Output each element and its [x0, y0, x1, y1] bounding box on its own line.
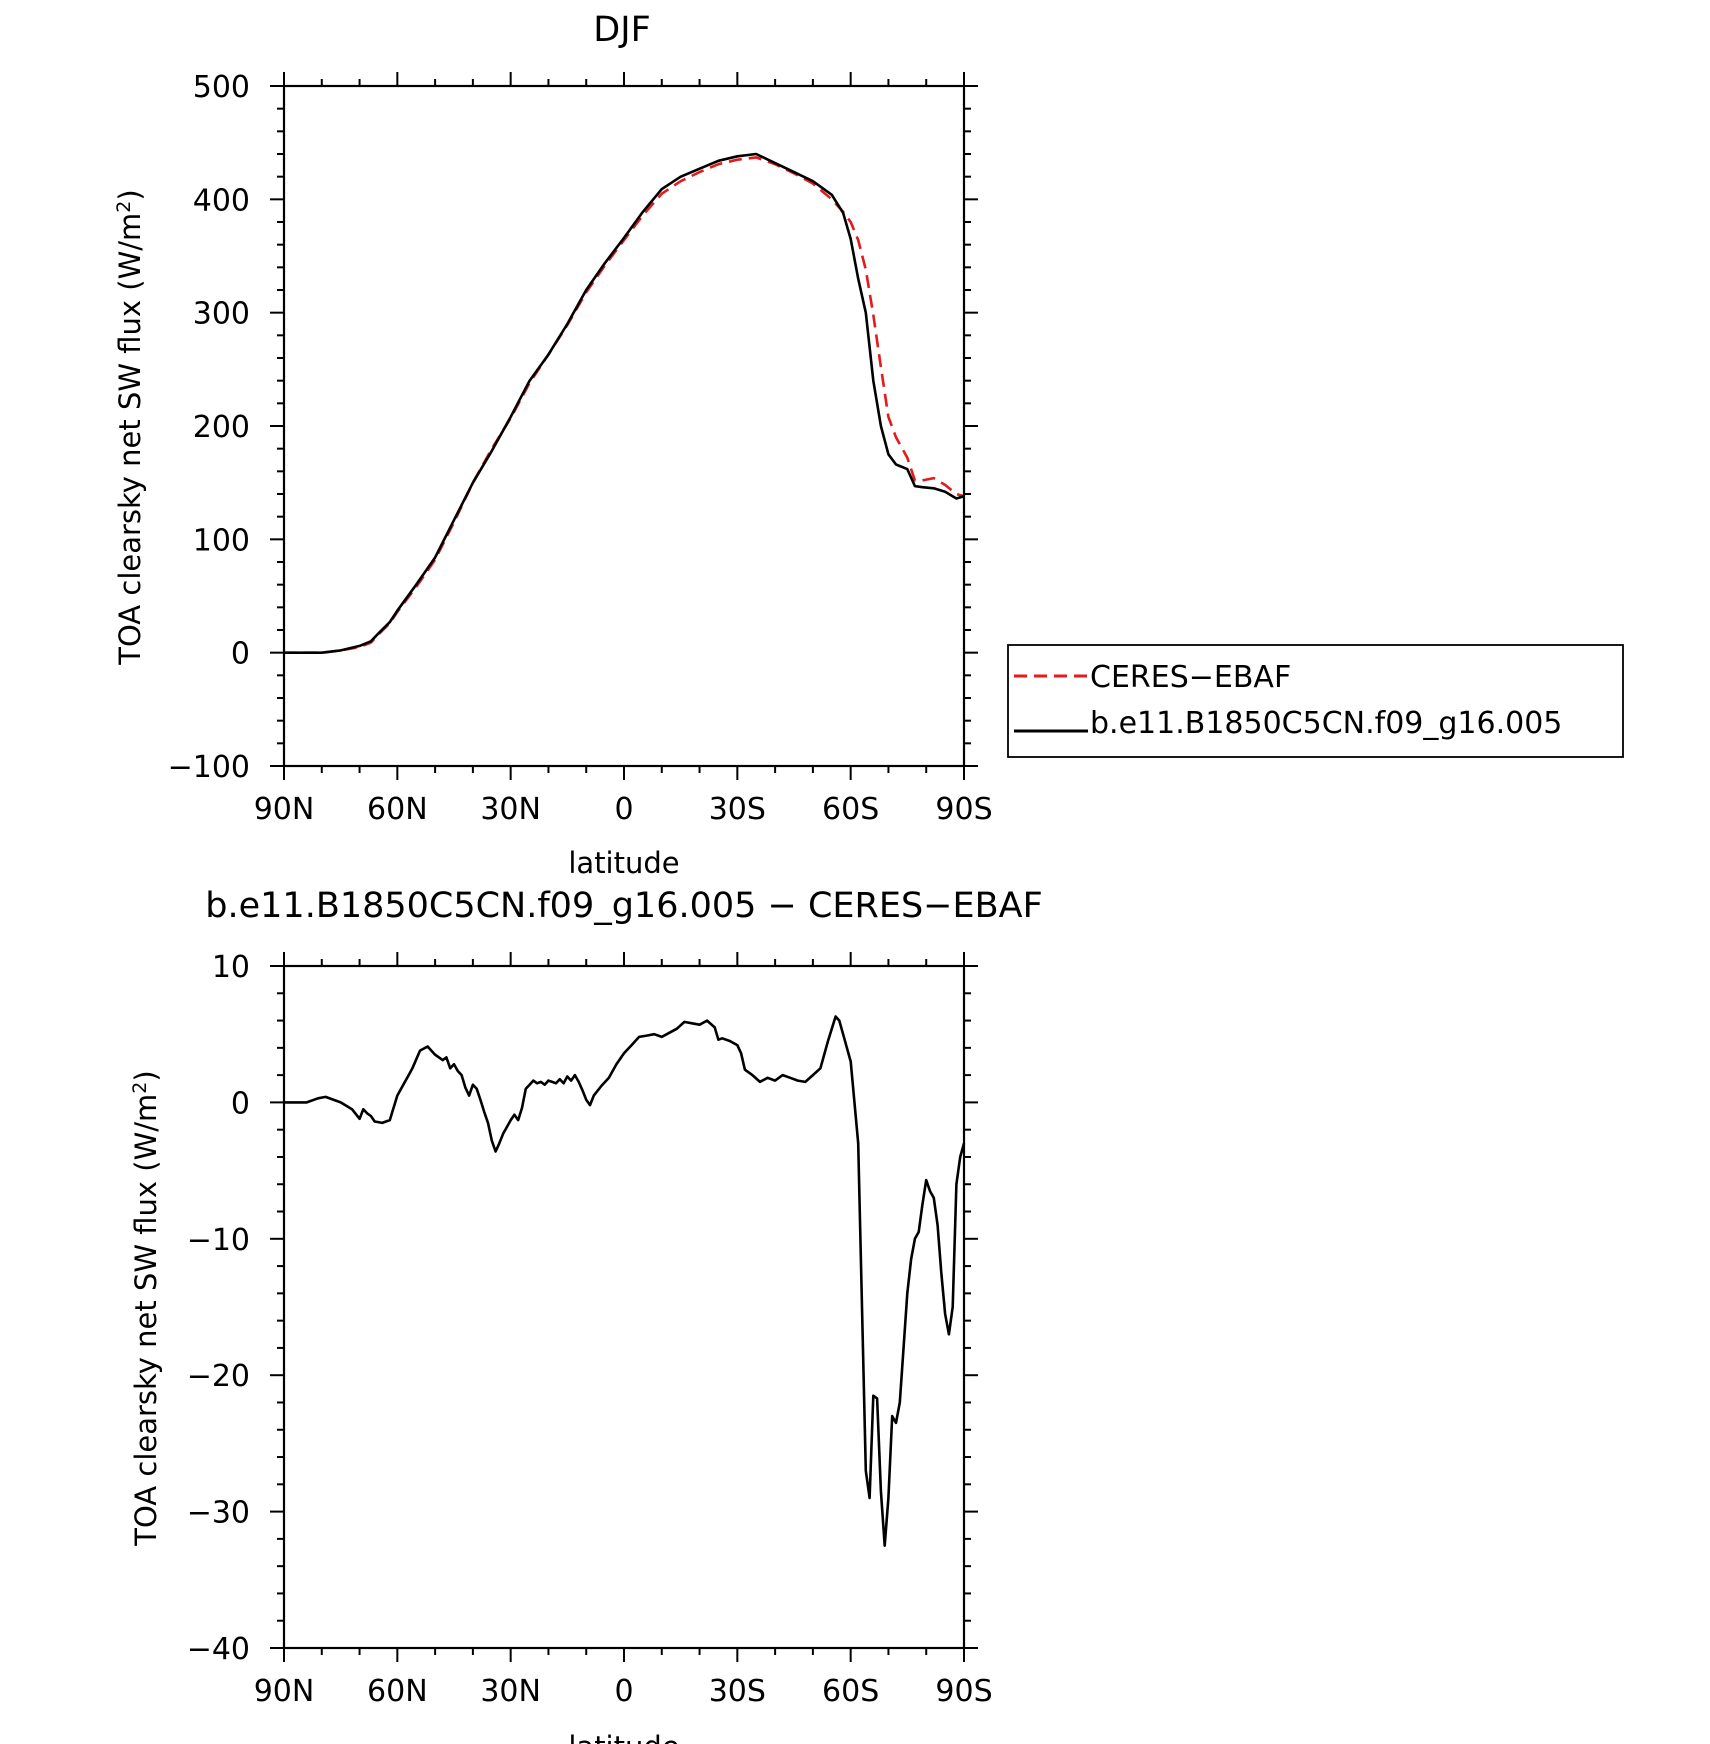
y-tick-label: 300	[193, 297, 250, 332]
x-tick-label: 90N	[254, 1674, 315, 1709]
y-axis-label-end: )	[129, 1070, 163, 1081]
y-axis-label: TOA clearsky net SW flux (W/m2)	[129, 1070, 163, 1546]
x-tick-label: 90S	[935, 792, 992, 827]
y-axis-label-sup: 2	[129, 1082, 151, 1094]
y-axis-label: TOA clearsky net SW flux (W/m2)	[113, 189, 147, 665]
x-tick-labels: 90N 60N 30N 0 30S 60S 90S	[254, 1674, 993, 1709]
chart-title: b.e11.B1850C5CN.f09_g16.005 − CERES−EBAF	[205, 886, 1042, 926]
y-axis-label-main: TOA clearsky net SW flux (W/m	[113, 213, 147, 666]
zonal-mean-panel: DJF −100 0 100 200 300 400 500 90N 60N 30N 0 30S 60…	[113, 10, 1624, 880]
x-tick-labels: 90N 60N 30N 0 30S 60S 90S	[254, 792, 993, 827]
y-tick-label: 500	[193, 70, 250, 105]
y-tick-label: 0	[231, 637, 250, 672]
x-tick-label: 0	[614, 792, 633, 827]
y-tick-label: 400	[193, 183, 250, 218]
legend-label-model: b.e11.B1850C5CN.f09_g16.005	[1090, 706, 1562, 741]
x-tick-label: 30N	[480, 1674, 541, 1709]
y-tick-label: −10	[187, 1223, 250, 1258]
y-tick-label: −20	[187, 1359, 250, 1394]
y-tick-label: −100	[168, 750, 250, 785]
x-axis-label: latitude	[568, 846, 679, 880]
series-line-ceres-ebaf	[284, 156, 965, 654]
x-tick-label: 60N	[367, 792, 428, 827]
y-tick-label: 10	[212, 950, 250, 985]
y-tick-label: 100	[193, 523, 250, 558]
x-tick-label: 90S	[935, 1674, 992, 1709]
plot-area	[284, 152, 965, 654]
y-axis-label-end: )	[113, 189, 147, 200]
legend-box	[1007, 644, 1624, 758]
plot-area	[284, 1015, 966, 1547]
chart-title: DJF	[593, 10, 650, 50]
x-tick-label: 30S	[709, 792, 766, 827]
plot-frame	[282, 84, 966, 768]
x-tick-label: 90N	[254, 792, 315, 827]
x-tick-label: 60S	[822, 792, 879, 827]
axis-ticks	[270, 952, 978, 1662]
series-line-series-0	[284, 1015, 966, 1547]
x-tick-label: 60N	[367, 1674, 428, 1709]
difference-panel: b.e11.B1850C5CN.f09_g16.005 − CERES−EBAF…	[129, 886, 1043, 1744]
x-tick-label: 60S	[822, 1674, 879, 1709]
y-axis-label-sup: 2	[113, 201, 135, 213]
x-tick-label: 30S	[709, 1674, 766, 1709]
y-tick-labels: −100 0 100 200 300 400 500	[168, 70, 250, 785]
series-line-b-e11-b1850c5cn-f09-g16-005	[284, 152, 965, 654]
legend: CERES−EBAF b.e11.B1850C5CN.f09_g16.005	[1007, 644, 1624, 758]
y-axis-label-main: TOA clearsky net SW flux (W/m	[129, 1094, 163, 1547]
legend-label-ceres: CERES−EBAF	[1090, 660, 1291, 695]
y-tick-label: 200	[193, 410, 250, 445]
x-tick-label: 30N	[480, 792, 541, 827]
y-tick-label: −40	[187, 1632, 250, 1667]
y-tick-labels: −40 −30 −20 −10 0 10	[187, 950, 250, 1667]
y-tick-label: 0	[231, 1086, 250, 1121]
axis-ticks	[270, 72, 978, 780]
x-axis-label: latitude	[568, 1730, 679, 1744]
y-tick-label: −30	[187, 1496, 250, 1531]
x-tick-label: 0	[614, 1674, 633, 1709]
